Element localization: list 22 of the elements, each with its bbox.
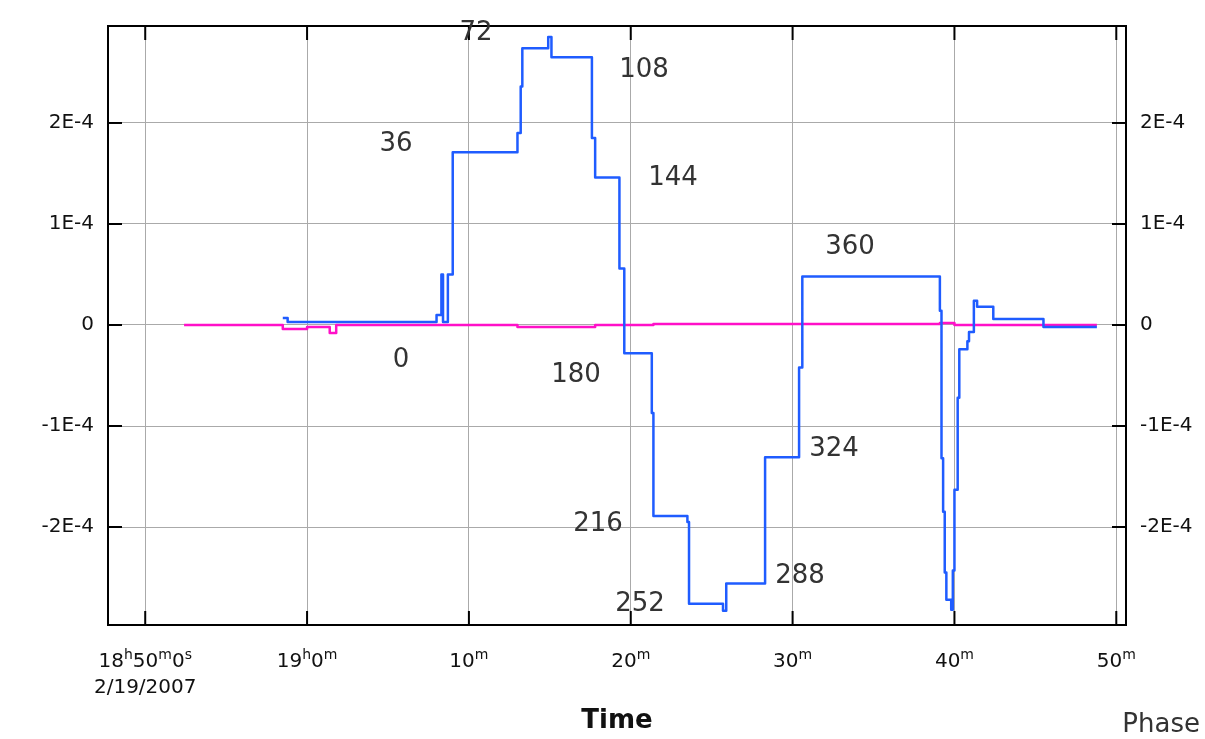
y-tick-label: 2E-4 bbox=[48, 109, 94, 134]
y2-tick-label: -1E-4 bbox=[1140, 412, 1193, 437]
y-tick-label: 1E-4 bbox=[48, 210, 94, 235]
y-tick-label: 0 bbox=[81, 311, 94, 336]
x-axis-title: Time bbox=[581, 704, 653, 734]
annotation: 360 bbox=[825, 229, 875, 260]
y2-tick-label: -2E-4 bbox=[1140, 513, 1193, 538]
annotation: 324 bbox=[809, 431, 859, 462]
annotation: 144 bbox=[648, 160, 698, 191]
annotation: 216 bbox=[573, 506, 623, 537]
y2-tick-label: 0 bbox=[1140, 311, 1153, 336]
y-tick-label: -2E-4 bbox=[41, 513, 94, 538]
annotation: 0 bbox=[392, 342, 410, 373]
y2-tick-label: 2E-4 bbox=[1140, 109, 1186, 134]
annotation: 288 bbox=[775, 558, 825, 589]
annotation: 252 bbox=[615, 586, 665, 617]
y-tick-label: -1E-4 bbox=[41, 412, 94, 437]
annotation: 36 bbox=[379, 126, 413, 157]
annotation: 180 bbox=[551, 357, 601, 388]
y2-tick-label: 1E-4 bbox=[1140, 210, 1186, 235]
text: Phase bbox=[1122, 708, 1200, 738]
annotation: 108 bbox=[619, 52, 669, 83]
